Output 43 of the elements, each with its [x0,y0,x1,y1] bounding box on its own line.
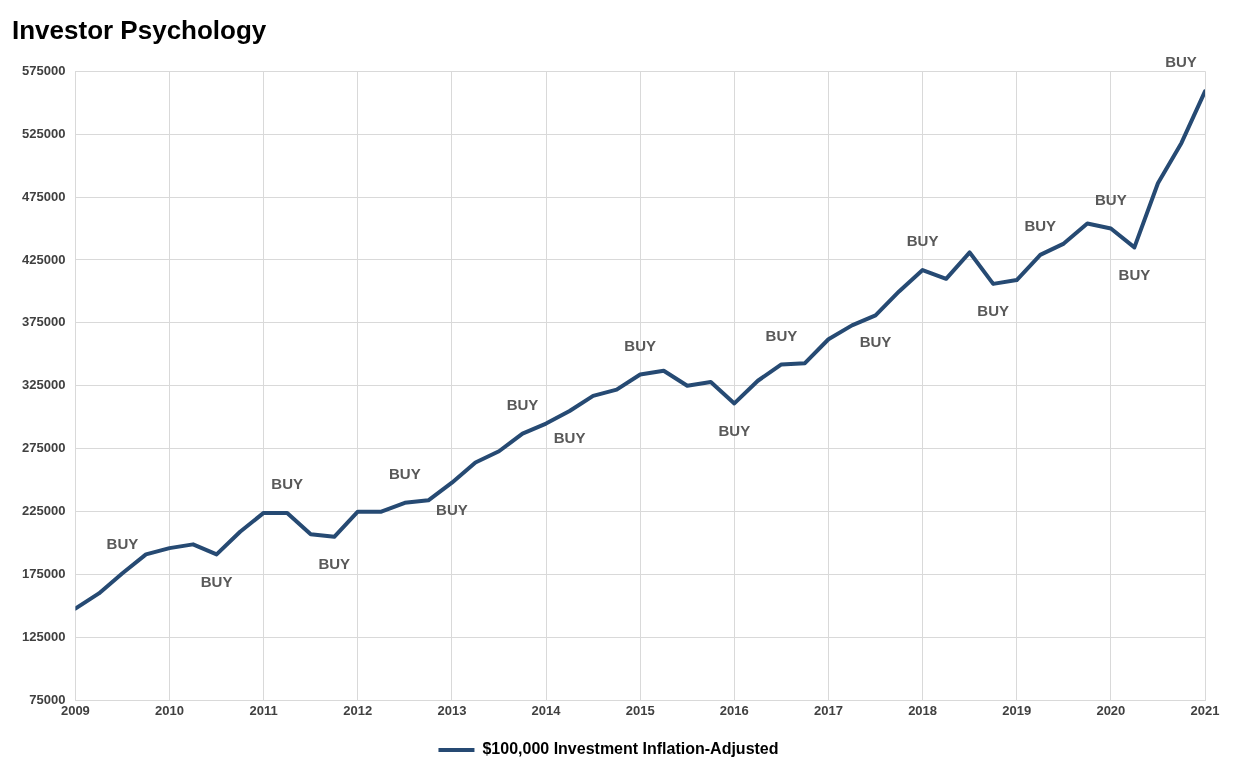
x-tick-label: 2018 [908,702,938,718]
annotation: BUY [506,395,539,413]
x-tick-label: 2016 [719,702,749,718]
annotation: BUY [906,232,939,250]
y-tick-label: 275000 [21,440,66,456]
annotation: BUY [271,475,304,493]
x-tick-label: 2013 [437,702,467,718]
y-tick-label: 75000 [29,691,66,707]
annotation: BUY [318,554,351,572]
annotation: BUY [1095,190,1127,208]
annotation: BUY [200,572,233,590]
y-tick-label: 475000 [21,188,66,204]
annotation: BUY [1024,217,1057,235]
annotation: BUY [977,302,1010,320]
x-tick-label: 2017 [814,702,843,718]
x-tick-label: 2010 [155,702,184,718]
annotation: BUY [624,336,657,354]
x-tick-label: 2014 [531,702,562,718]
y-tick-label: 175000 [21,566,66,582]
x-tick-label: 2019 [1002,702,1032,718]
x-tick-label: 2020 [1096,702,1126,718]
annotation: BUY [553,429,586,447]
annotation: BUY [436,500,468,518]
y-tick-label: 325000 [21,377,66,393]
y-tick-label: 575000 [21,62,66,78]
annotation: BUY [106,535,139,553]
x-tick-label: 2012 [343,702,373,718]
x-tick-label: 2011 [249,702,278,718]
y-tick-label: 225000 [21,503,66,519]
annotation: BUY [765,326,798,344]
x-tick-label: 2015 [625,702,655,718]
y-tick-label: 525000 [21,125,66,141]
annotation: BUY [389,464,421,482]
y-tick-label: 125000 [21,629,66,645]
annotation: BUY [1165,53,1197,71]
annotation: BUY [1118,265,1151,283]
legend-label: $100,000 Investment Inflation-Adjusted [482,740,779,758]
chart-title: Investor Psychology [12,14,267,45]
y-tick-label: 375000 [21,314,66,330]
annotation: BUY [859,333,892,351]
annotation: BUY [718,421,751,439]
x-tick-label: 2021 [1190,702,1220,718]
y-tick-label: 425000 [21,251,66,267]
